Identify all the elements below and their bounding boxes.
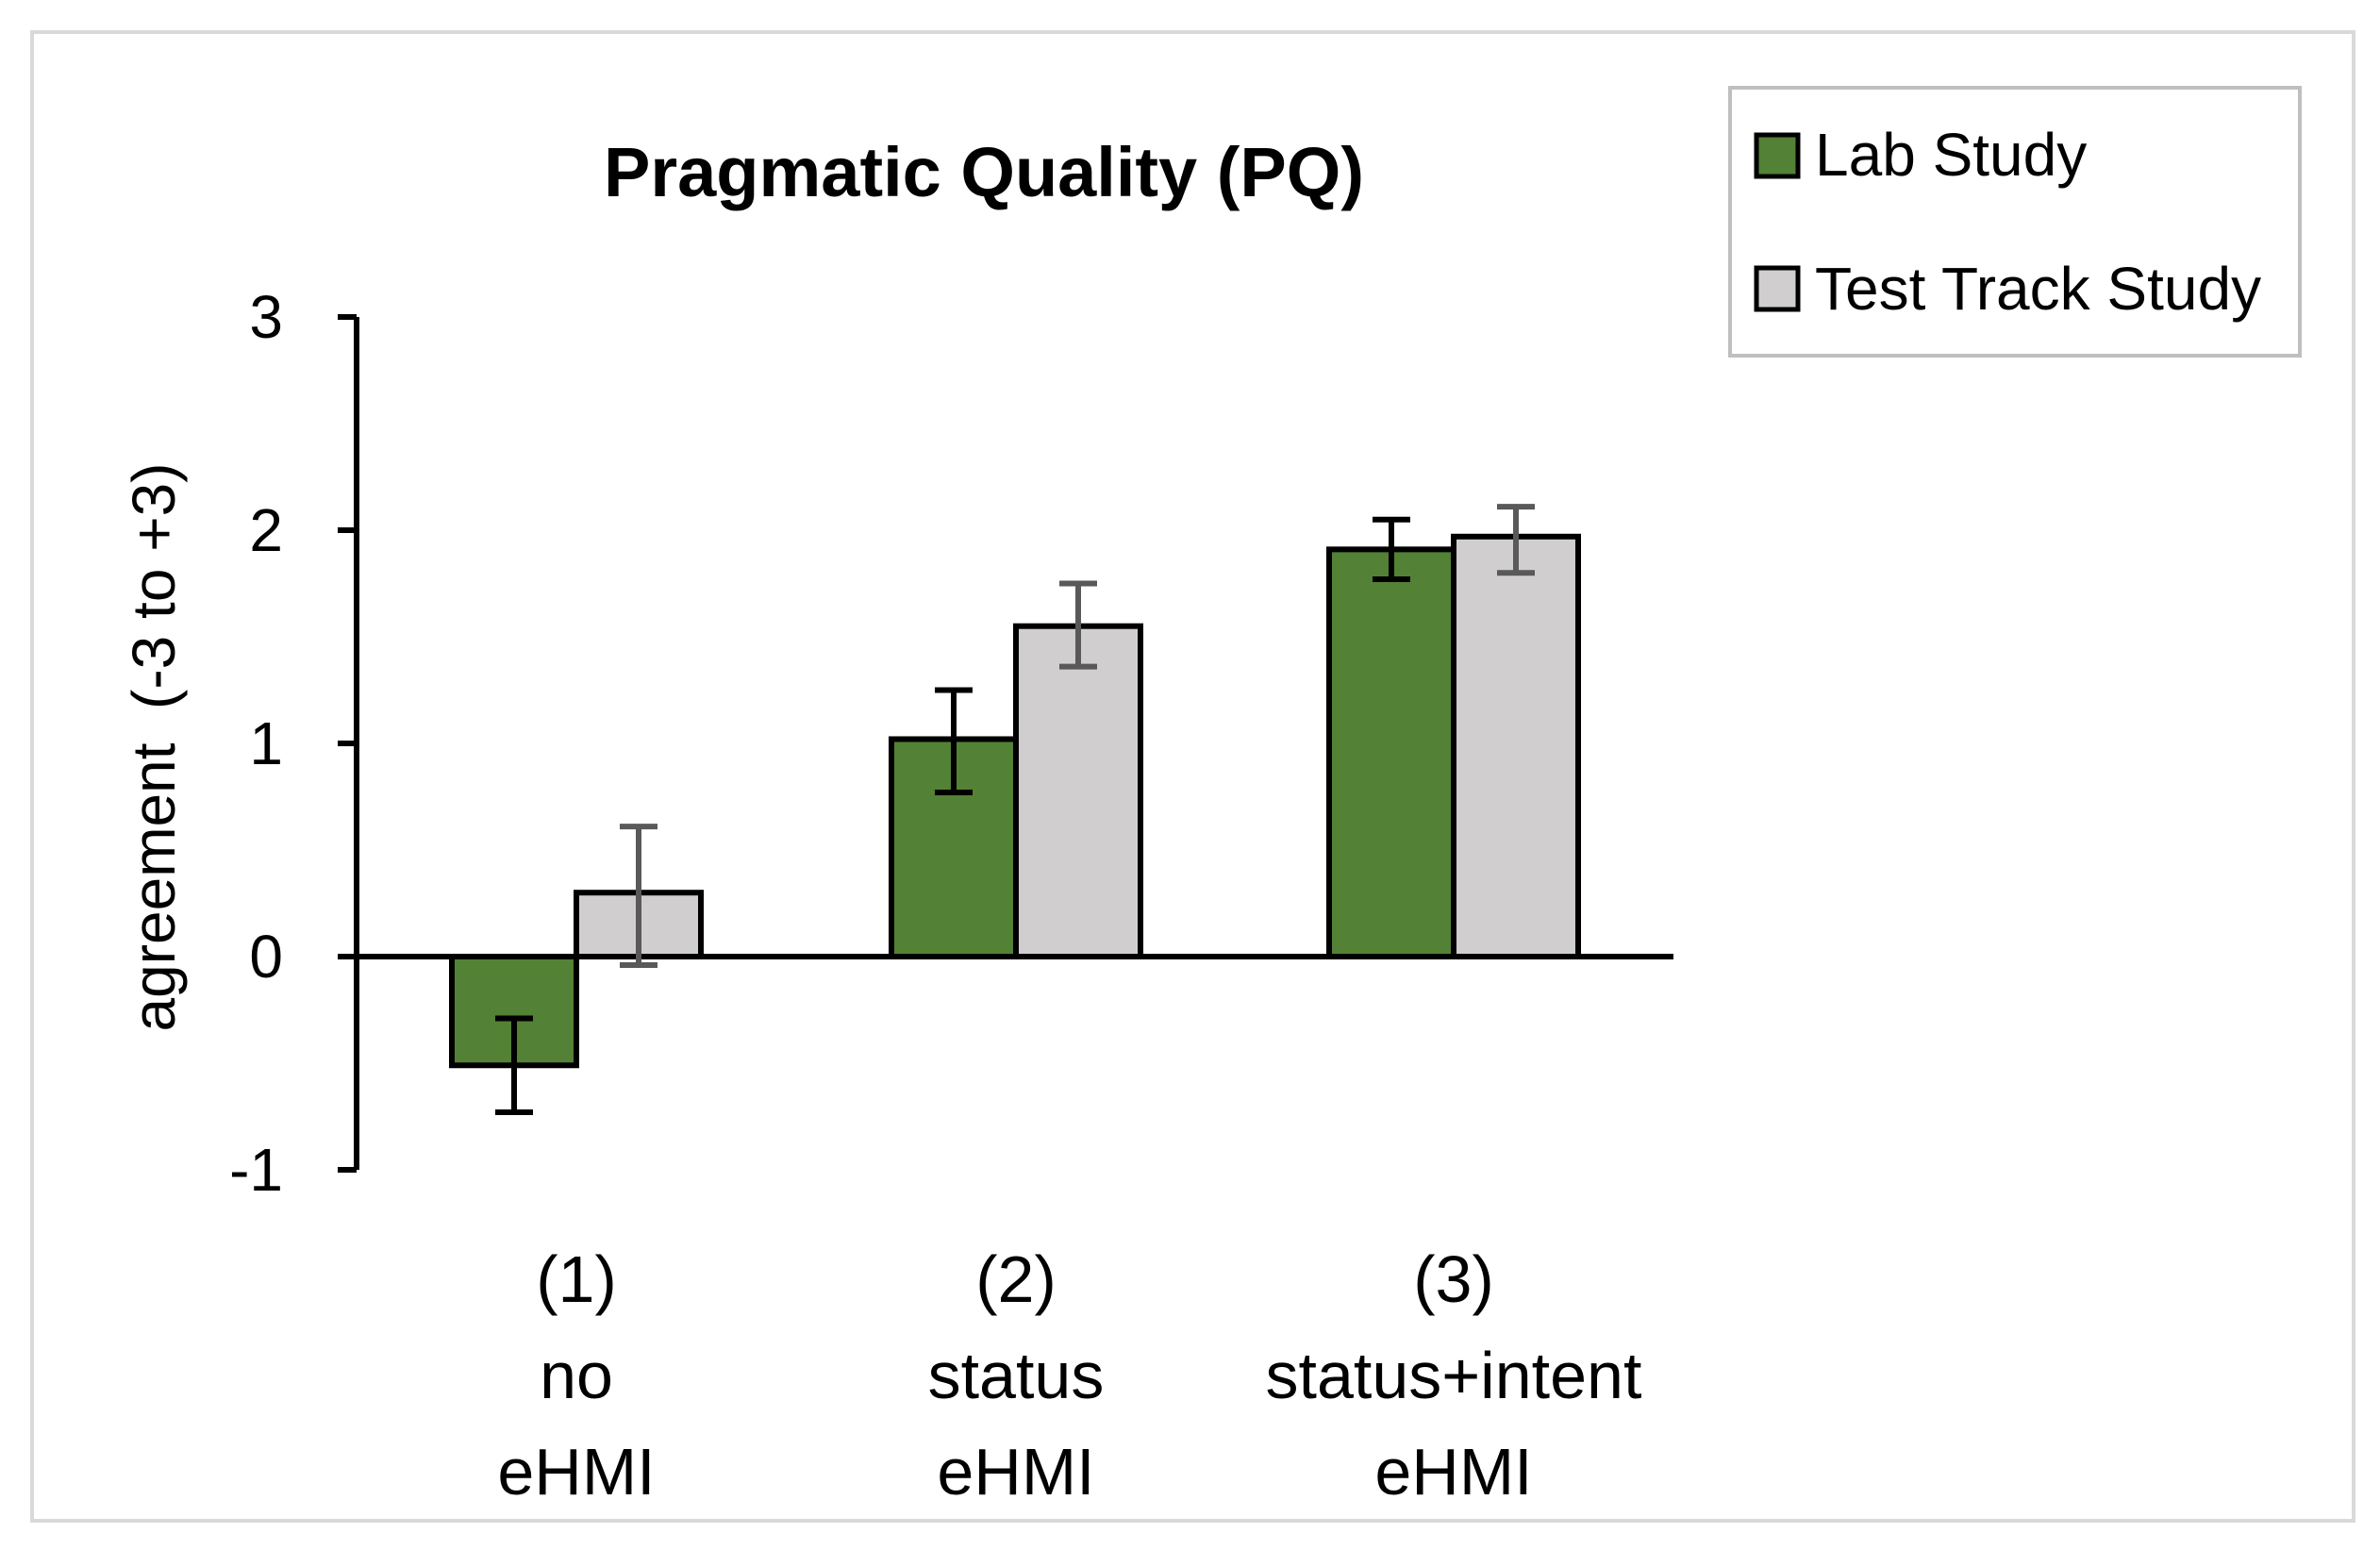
chart-title: Pragmatic Quality (PQ) xyxy=(604,133,1364,211)
bar xyxy=(1326,546,1456,960)
y-tick-label: 1 xyxy=(249,709,283,777)
x-tick-label: eHMI xyxy=(937,1435,1094,1508)
x-tick-label: status xyxy=(928,1339,1105,1412)
x-tick-label: (3) xyxy=(1413,1242,1494,1316)
y-tick-label: 0 xyxy=(249,923,283,991)
y-tick-label: 3 xyxy=(249,283,283,351)
bar xyxy=(1451,533,1581,960)
plot-area: -1 0 1 2 3 xyxy=(229,283,1673,1204)
x-tick-label: status+intent xyxy=(1266,1339,1642,1412)
x-tick-label: (2) xyxy=(975,1242,1057,1316)
x-tick-label: eHMI xyxy=(497,1435,655,1508)
y-axis-label: agreement (-3 to +3) xyxy=(120,463,188,1032)
x-tick-label: (1) xyxy=(536,1242,617,1316)
legend-box xyxy=(1728,86,2302,358)
y-tick-label: 2 xyxy=(249,496,283,564)
legend: Lab Study Test Track Study xyxy=(1728,86,2302,358)
bar xyxy=(1013,623,1143,959)
legend-label-test-track-study: Test Track Study xyxy=(1815,255,2261,323)
x-axis-labels: (1) no eHMI (2) status eHMI (3) status+intent eH… xyxy=(497,1242,1641,1508)
legend-swatch-test-track-study xyxy=(1754,265,1801,312)
legend-swatch-lab-study xyxy=(1754,132,1801,179)
y-tick-label: -1 xyxy=(229,1136,283,1204)
legend-label-lab-study: Lab Study xyxy=(1815,121,2087,189)
x-tick-label: eHMI xyxy=(1374,1435,1532,1508)
x-tick-label: no xyxy=(540,1339,613,1412)
